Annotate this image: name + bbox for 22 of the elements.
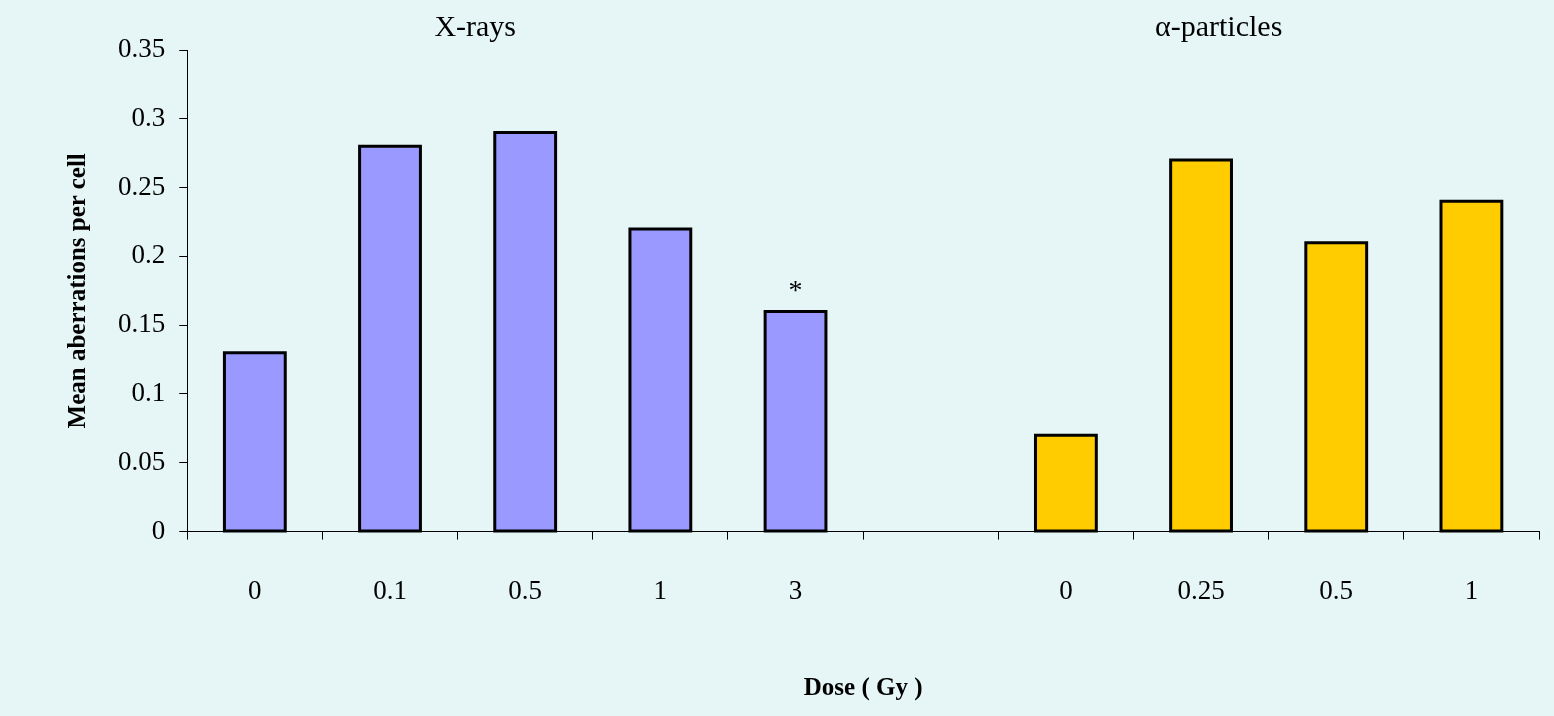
y-tick-label: 0.1 <box>131 377 166 408</box>
text: α-particles <box>1154 8 1283 42</box>
x-tick-label: 0 <box>1059 574 1073 605</box>
y-tick-label: 0.2 <box>131 239 166 270</box>
y-axis-title: Mean aberrations per cell <box>63 153 91 429</box>
y-tick-label: 0.3 <box>131 101 166 132</box>
x-tick-label: 0.25 <box>1177 574 1225 605</box>
y-tick-label: 0.25 <box>118 170 166 201</box>
x-tick-label: 3 <box>788 574 803 605</box>
x-tick-label: 0.5 <box>508 574 543 605</box>
x-tick-label: 1 <box>1464 574 1479 605</box>
x-tick-label: 0.5 <box>1319 574 1354 605</box>
x-tick-label: 0 <box>248 574 262 605</box>
y-tick-label: 0.15 <box>118 308 166 339</box>
x-tick-label: 0.1 <box>373 574 407 605</box>
y-tick-label: 0.35 <box>118 33 166 64</box>
y-tick-label: 0 <box>151 514 166 545</box>
annotation: * <box>788 273 803 305</box>
y-tick-label: 0.05 <box>118 445 166 476</box>
x-axis-title: Dose ( Gy ) <box>803 673 923 702</box>
text: X-rays <box>434 8 517 42</box>
x-tick-label: 1 <box>653 574 668 605</box>
